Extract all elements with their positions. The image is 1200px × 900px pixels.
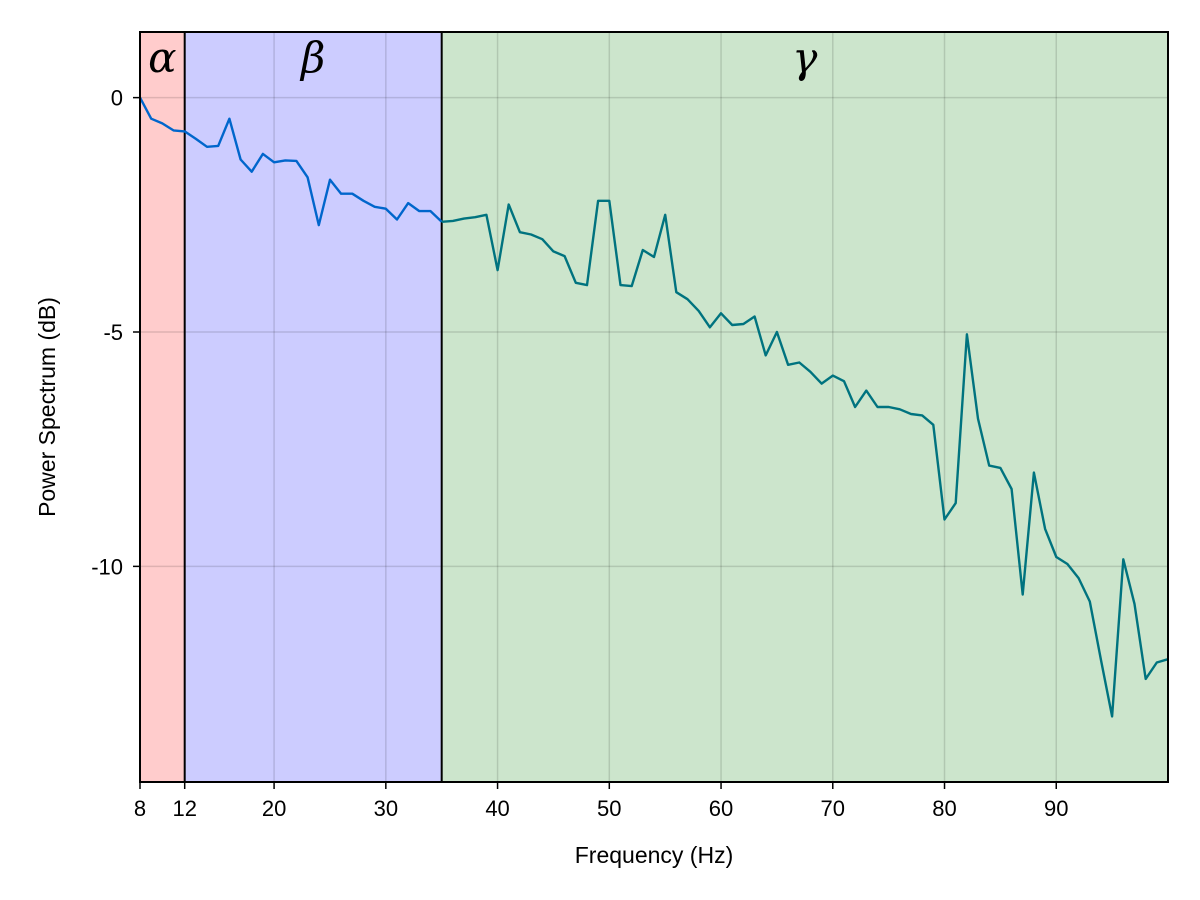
band-label-2: γ (792, 33, 818, 82)
x-tick-label-2: 20 (262, 796, 286, 821)
band-rect-0 (140, 32, 185, 782)
x-tick-label-6: 60 (709, 796, 733, 821)
y-axis-ticks: 0 -5 -10 (91, 86, 140, 579)
x-tick-label-8: 80 (932, 796, 956, 821)
band-rect-2 (441, 32, 1168, 782)
band-label-0: α (148, 33, 176, 82)
plot-frame (139, 31, 1169, 783)
series-line-1 (441, 199, 1169, 718)
x-axis-label: Frequency (Hz) (575, 842, 733, 868)
series-lines (138, 97, 1169, 718)
frequency-bands (140, 32, 1168, 782)
band-rect-1 (184, 32, 442, 782)
x-tick-label-4: 40 (485, 796, 509, 821)
band-dividers (183, 32, 443, 782)
y-tick-label-2: -10 (91, 554, 123, 579)
x-tick-label-1: 12 (172, 796, 196, 821)
y-tick-label-1: -5 (103, 320, 123, 345)
band-label-1: β (299, 33, 325, 82)
band-labels: α β γ (148, 33, 818, 82)
x-tick-label-9: 90 (1044, 796, 1068, 821)
x-tick-label-5: 50 (597, 796, 621, 821)
y-axis-label: Power Spectrum (dB) (34, 297, 60, 517)
y-tick-label-0: 0 (111, 86, 123, 111)
x-tick-label-3: 30 (374, 796, 398, 821)
x-axis-ticks: 8 12 20 30 40 50 60 70 80 90 (134, 782, 1069, 821)
series-line-0 (138, 97, 443, 227)
x-tick-label-0: 8 (134, 796, 146, 821)
grid-lines (140, 32, 1168, 782)
x-tick-label-7: 70 (821, 796, 845, 821)
